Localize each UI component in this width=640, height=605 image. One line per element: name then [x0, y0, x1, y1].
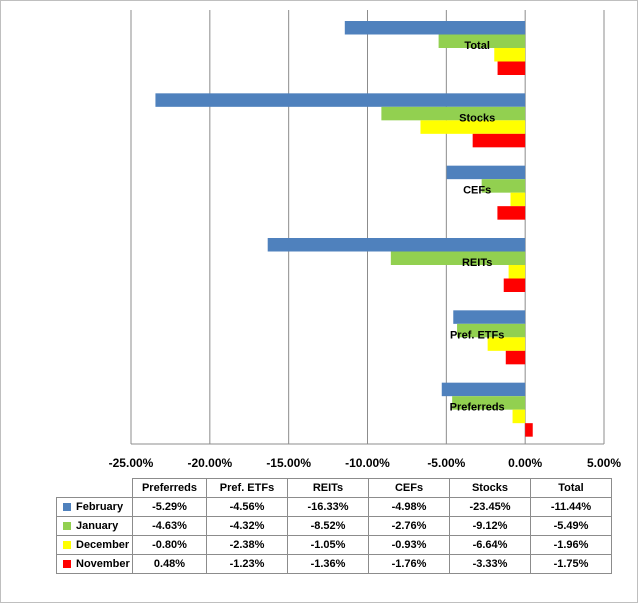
bar-reits-january — [390, 251, 526, 265]
table-col-header-reits: REITs — [287, 478, 369, 498]
table-cell: -6.64% — [449, 535, 531, 555]
category-label-total: Total — [464, 40, 489, 52]
bar-total-december — [494, 48, 526, 62]
x-tick-label: -10.00% — [345, 456, 390, 470]
table-corner-cell — [56, 478, 133, 498]
legend-entry-february: February — [56, 497, 133, 517]
table-header-row: Preferreds Pref. ETFs REITs CEFs Stocks Total — [56, 478, 612, 498]
table-cell: -9.12% — [449, 516, 531, 536]
bar-preferreds-december — [512, 409, 526, 424]
category-label-preferreds: Preferreds — [450, 402, 505, 414]
table-row: February -5.29% -4.56% -16.33% -4.98% -23.45%… — [56, 497, 612, 517]
bar-pref-etfs-december — [487, 337, 526, 351]
table-col-header-cefs: CEFs — [368, 478, 450, 498]
table-col-header-total: Total — [530, 478, 612, 498]
bar-stocks-january — [381, 106, 526, 121]
table-col-header-stocks: Stocks — [449, 478, 531, 498]
legend-label: November — [76, 558, 130, 570]
table-cell: -1.96% — [530, 535, 612, 555]
table-col-header-preferreds: Preferreds — [132, 478, 207, 498]
bar-pref-etfs-november — [505, 350, 526, 365]
table-cell: 0.48% — [132, 554, 207, 574]
table-col-header-pref-etfs: Pref. ETFs — [206, 478, 288, 498]
x-tick-label: -5.00% — [427, 456, 465, 470]
legend-entry-november: November — [56, 554, 133, 574]
bar-reits-february — [267, 238, 526, 252]
x-tick-labels: -25.00% -20.00% -15.00% -10.00% -5.00% 0.00% 5… — [109, 456, 622, 470]
legend-label: December — [76, 539, 130, 551]
table-cell: -5.29% — [132, 497, 207, 517]
table-row: November 0.48% -1.23% -1.36% -1.76% -3.33% -1.… — [56, 554, 612, 574]
bar-cefs-february — [446, 165, 526, 180]
category-label-reits: REITs — [462, 257, 492, 269]
bar-cefs-november — [497, 206, 526, 220]
legend-entry-december: December — [56, 535, 133, 555]
table-cell: -8.52% — [287, 516, 369, 536]
bar-chart: Preferreds Pref. ETFs REITs CEFs Stocks Total… — [109, 10, 622, 470]
table-cell: -2.38% — [206, 535, 288, 555]
table-row: December -0.80% -2.38% -1.05% -0.93% -6.64% -1… — [56, 535, 612, 555]
bar-total-january — [438, 34, 526, 48]
bar-preferreds-february — [441, 382, 526, 397]
table-cell: -1.75% — [530, 554, 612, 574]
table-cell: -4.63% — [132, 516, 207, 536]
table-cell: -5.49% — [530, 516, 612, 536]
bar-stocks-december — [420, 120, 526, 134]
legend-swatch — [63, 503, 71, 512]
table-row: January -4.63% -4.32% -8.52% -2.76% -9.12% -5.… — [56, 516, 612, 536]
bar-reits-november — [503, 278, 526, 292]
legend-swatch — [63, 541, 71, 550]
x-tick-label: -25.00% — [109, 456, 154, 470]
x-tick-label: 5.00% — [587, 456, 621, 470]
table-cell: -1.05% — [287, 535, 369, 555]
bar-cefs-december — [510, 192, 526, 207]
x-tick-label: -20.00% — [187, 456, 232, 470]
bar-pref-etfs-february — [453, 310, 526, 324]
data-table: Preferreds Pref. ETFs REITs CEFs Stocks Total… — [56, 478, 612, 574]
table-cell: -1.23% — [206, 554, 288, 574]
table-cell: -0.93% — [368, 535, 450, 555]
bar-stocks-november — [472, 133, 526, 148]
table-body: February -5.29% -4.56% -16.33% -4.98% -23.45%… — [56, 497, 612, 574]
table-cell: -4.98% — [368, 497, 450, 517]
legend-label: February — [76, 501, 124, 513]
category-labels: Preferreds Pref. ETFs REITs CEFs Stocks Total — [450, 40, 505, 414]
category-label-stocks: Stocks — [459, 112, 495, 124]
table-cell: -4.32% — [206, 516, 288, 536]
bar-total-november — [497, 61, 526, 75]
table-cell: -2.76% — [368, 516, 450, 536]
bar-pref-etfs-january — [457, 323, 526, 338]
legend-label: January — [76, 520, 119, 532]
legend-swatch — [63, 522, 71, 531]
x-tick-label: -15.00% — [266, 456, 311, 470]
bar-stocks-february — [155, 93, 526, 107]
bars — [155, 21, 533, 437]
category-label-pref-etfs: Pref. ETFs — [450, 329, 504, 341]
gridlines — [130, 10, 605, 445]
x-tick-label: 0.00% — [508, 456, 542, 470]
bar-preferreds-november — [525, 423, 533, 437]
table-cell: -11.44% — [530, 497, 612, 517]
legend-entry-january: January — [56, 516, 133, 536]
bar-reits-december — [508, 265, 526, 279]
legend-swatch — [63, 560, 71, 569]
table-cell: -0.80% — [132, 535, 207, 555]
table-cell: -4.56% — [206, 497, 288, 517]
table-cell: -1.76% — [368, 554, 450, 574]
bar-cefs-january — [481, 179, 526, 193]
bar-preferreds-january — [452, 396, 526, 410]
category-label-cefs: CEFs — [463, 185, 491, 197]
table-cell: -16.33% — [287, 497, 369, 517]
table-cell: -23.45% — [449, 497, 531, 517]
table-cell: -3.33% — [449, 554, 531, 574]
bar-total-february — [344, 21, 526, 35]
table-cell: -1.36% — [287, 554, 369, 574]
